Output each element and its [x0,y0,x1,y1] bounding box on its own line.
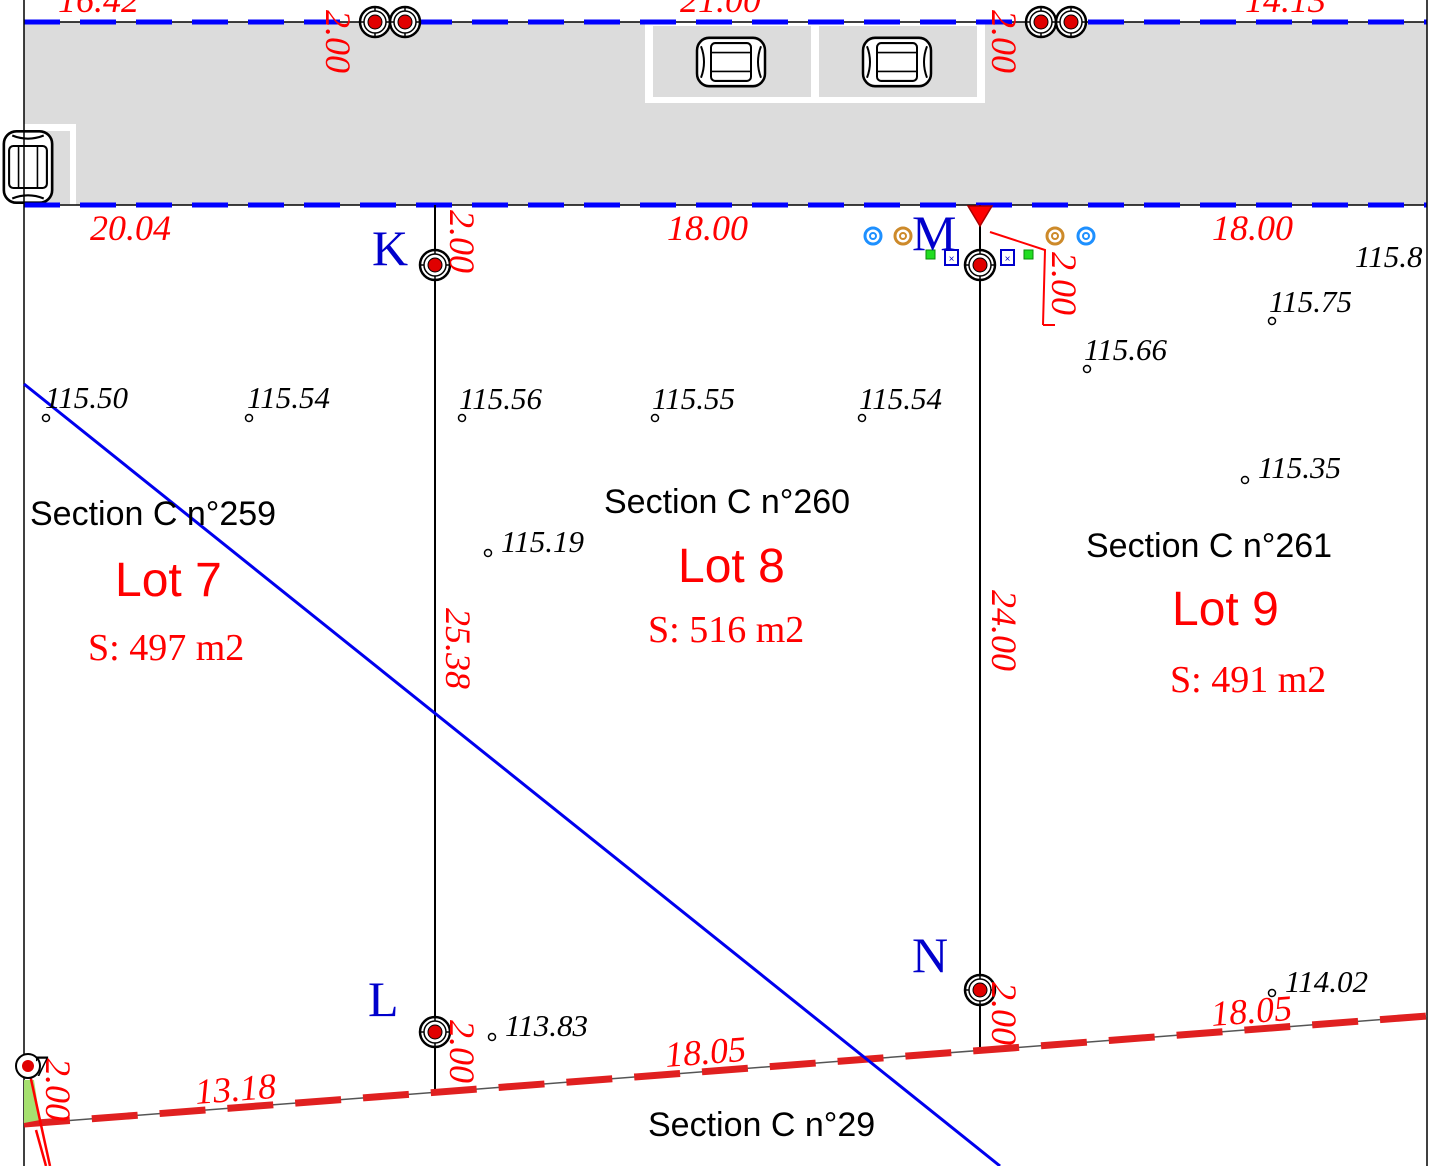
svg-text:×: × [1005,254,1011,265]
elevation-label: 114.02 [1285,964,1368,999]
point-label-m: M [912,205,956,261]
telecom-box-icon [1023,249,1034,260]
car-icon [695,36,767,88]
dimension-label: 18.05 [1210,988,1294,1034]
boundary-marker-icon [1024,5,1058,39]
boundary-marker-icon [1054,5,1088,39]
car-icon [861,36,933,88]
partial-marker-icon [22,1060,34,1072]
point-label-k: K [372,220,408,276]
point-label-l: L [368,971,399,1027]
dimension-label: 2.00 [38,1058,78,1121]
lot-label: Lot 9 [1172,583,1279,636]
point-label-partial: 7 [34,1050,49,1083]
elevation-label: 115.35 [1258,450,1341,485]
green-area [24,1080,40,1123]
elevation-label: 115.50 [45,380,128,415]
elevation-label: 115.19 [501,524,584,559]
dimension-label: 14.13 [1245,0,1326,20]
svg-text:×: × [949,254,955,265]
boundary-marker-icon [388,5,422,39]
water-meter-icon [863,226,883,246]
utility-connection-line [989,231,1047,326]
gas-meter-icon [893,226,913,246]
dimension-label: 13.18 [194,1066,278,1112]
boundary-marker-icon [358,5,392,39]
red-line [34,1129,48,1166]
rear-boundary-dashed [23,1012,1428,1128]
dimension-label: 18.05 [664,1029,748,1075]
gas-meter-icon [1045,226,1065,246]
dimension-label: 25.38 [438,608,478,689]
area-label: S: 497 m2 [88,627,244,669]
elevation-label: 115.55 [652,381,735,416]
section-label: Section C n°260 [604,483,850,521]
red-triangle-icon [966,205,994,228]
dimension-label: 20.04 [90,208,171,248]
section-label: Section C n°261 [1086,527,1332,565]
dimension-label: 2.00 [1044,252,1084,315]
dimension-label: 2.00 [984,982,1024,1045]
dimension-label: 2.00 [442,210,482,273]
dimension-label: 18.00 [1212,208,1293,248]
dimension-label: 16.42 [58,0,139,20]
electric-box-icon: × [944,249,959,266]
boundary-marker-m-icon [963,248,997,282]
point-label-n: N [912,927,948,983]
elevation-label: 115.54 [859,381,942,416]
dimension-label: 24.00 [984,590,1024,671]
dimension-label: 2.00 [442,1020,482,1083]
dimension-label: 21.00 [680,0,761,20]
elevation-label: 115.66 [1084,332,1167,367]
red-line [27,1069,52,1166]
elevation-label: 113.83 [505,1008,588,1043]
area-label: S: 491 m2 [1170,659,1326,701]
elevation-label: 115.75 [1269,284,1352,319]
dimension-label: 2.00 [984,10,1024,73]
elevation-label: 115.54 [247,380,330,415]
elevation-dots [41,316,1277,1042]
diagonal-line [23,382,1001,1166]
electric-box-icon: × [1000,249,1015,266]
dimension-label: 18.00 [667,208,748,248]
section-label: Section C n°259 [30,495,276,533]
elevation-label: 115.56 [459,381,542,416]
area-label: S: 516 m2 [648,609,804,651]
water-meter-icon [1076,226,1096,246]
lot-label: Lot 7 [115,554,222,607]
telecom-box-icon [925,249,936,260]
lot-label: Lot 8 [678,540,785,593]
elevation-label: 115.8 [1355,239,1423,274]
car-icon [2,129,54,205]
section-label: Section C n°29 [648,1106,875,1144]
dimension-label: 2.00 [318,10,358,73]
